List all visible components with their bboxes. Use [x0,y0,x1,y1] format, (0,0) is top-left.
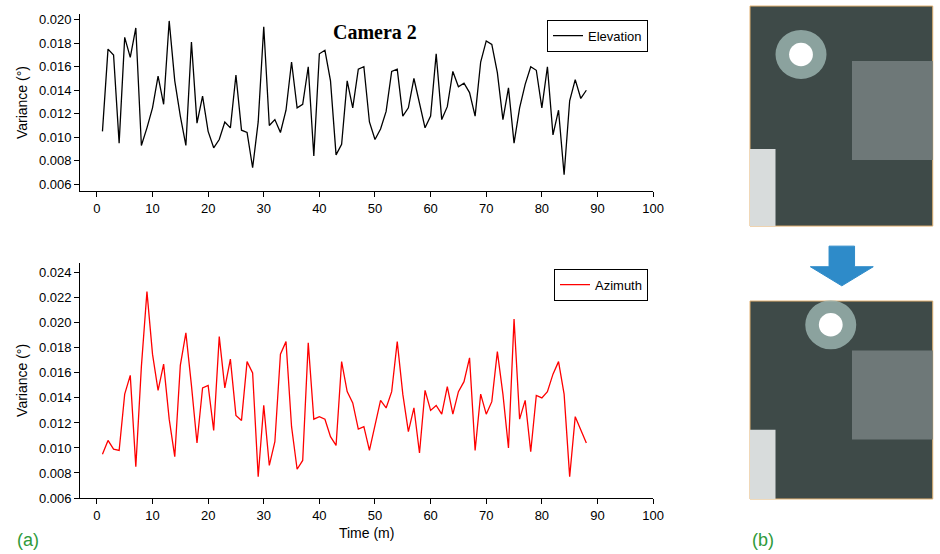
svg-text:40: 40 [312,201,326,216]
svg-text:(b): (b) [752,530,774,550]
svg-text:0.020: 0.020 [39,12,72,27]
svg-text:50: 50 [368,201,382,216]
svg-text:0.018: 0.018 [39,36,72,51]
svg-text:0.010: 0.010 [39,441,72,456]
svg-text:10: 10 [145,508,159,523]
svg-text:90: 90 [590,508,604,523]
svg-text:Azimuth: Azimuth [595,278,642,293]
svg-text:Variance (°): Variance (°) [14,344,30,417]
svg-text:90: 90 [590,201,604,216]
svg-text:50: 50 [368,508,382,523]
svg-text:0.012: 0.012 [39,106,72,121]
svg-text:30: 30 [257,201,271,216]
svg-text:0.018: 0.018 [39,340,72,355]
svg-text:100: 100 [642,508,664,523]
svg-text:0.008: 0.008 [39,466,72,481]
svg-text:0.014: 0.014 [39,83,72,98]
svg-text:80: 80 [535,508,549,523]
svg-text:0.008: 0.008 [39,153,72,168]
svg-text:20: 20 [201,201,215,216]
svg-text:0.014: 0.014 [39,390,72,405]
svg-text:Variance (°): Variance (°) [14,66,30,139]
svg-text:70: 70 [479,201,493,216]
svg-text:100: 100 [642,201,664,216]
svg-text:0.020: 0.020 [39,315,72,330]
svg-text:10: 10 [145,201,159,216]
svg-text:0: 0 [93,201,100,216]
svg-text:20: 20 [201,508,215,523]
svg-text:0: 0 [93,508,100,523]
svg-text:0.024: 0.024 [39,265,72,280]
svg-text:0.022: 0.022 [39,290,72,305]
svg-text:60: 60 [423,508,437,523]
svg-text:0.006: 0.006 [39,491,72,506]
svg-text:30: 30 [257,508,271,523]
svg-text:0.010: 0.010 [39,130,72,145]
svg-text:60: 60 [423,201,437,216]
svg-text:Camera 2: Camera 2 [333,21,417,43]
svg-text:70: 70 [479,508,493,523]
svg-text:Elevation: Elevation [588,29,641,44]
svg-text:(a): (a) [17,530,39,550]
svg-text:0.012: 0.012 [39,415,72,430]
svg-text:Time (m): Time (m) [339,525,394,541]
svg-text:80: 80 [535,201,549,216]
svg-text:0.016: 0.016 [39,59,72,74]
svg-text:40: 40 [312,508,326,523]
svg-text:0.006: 0.006 [39,177,72,192]
svg-text:0.016: 0.016 [39,365,72,380]
